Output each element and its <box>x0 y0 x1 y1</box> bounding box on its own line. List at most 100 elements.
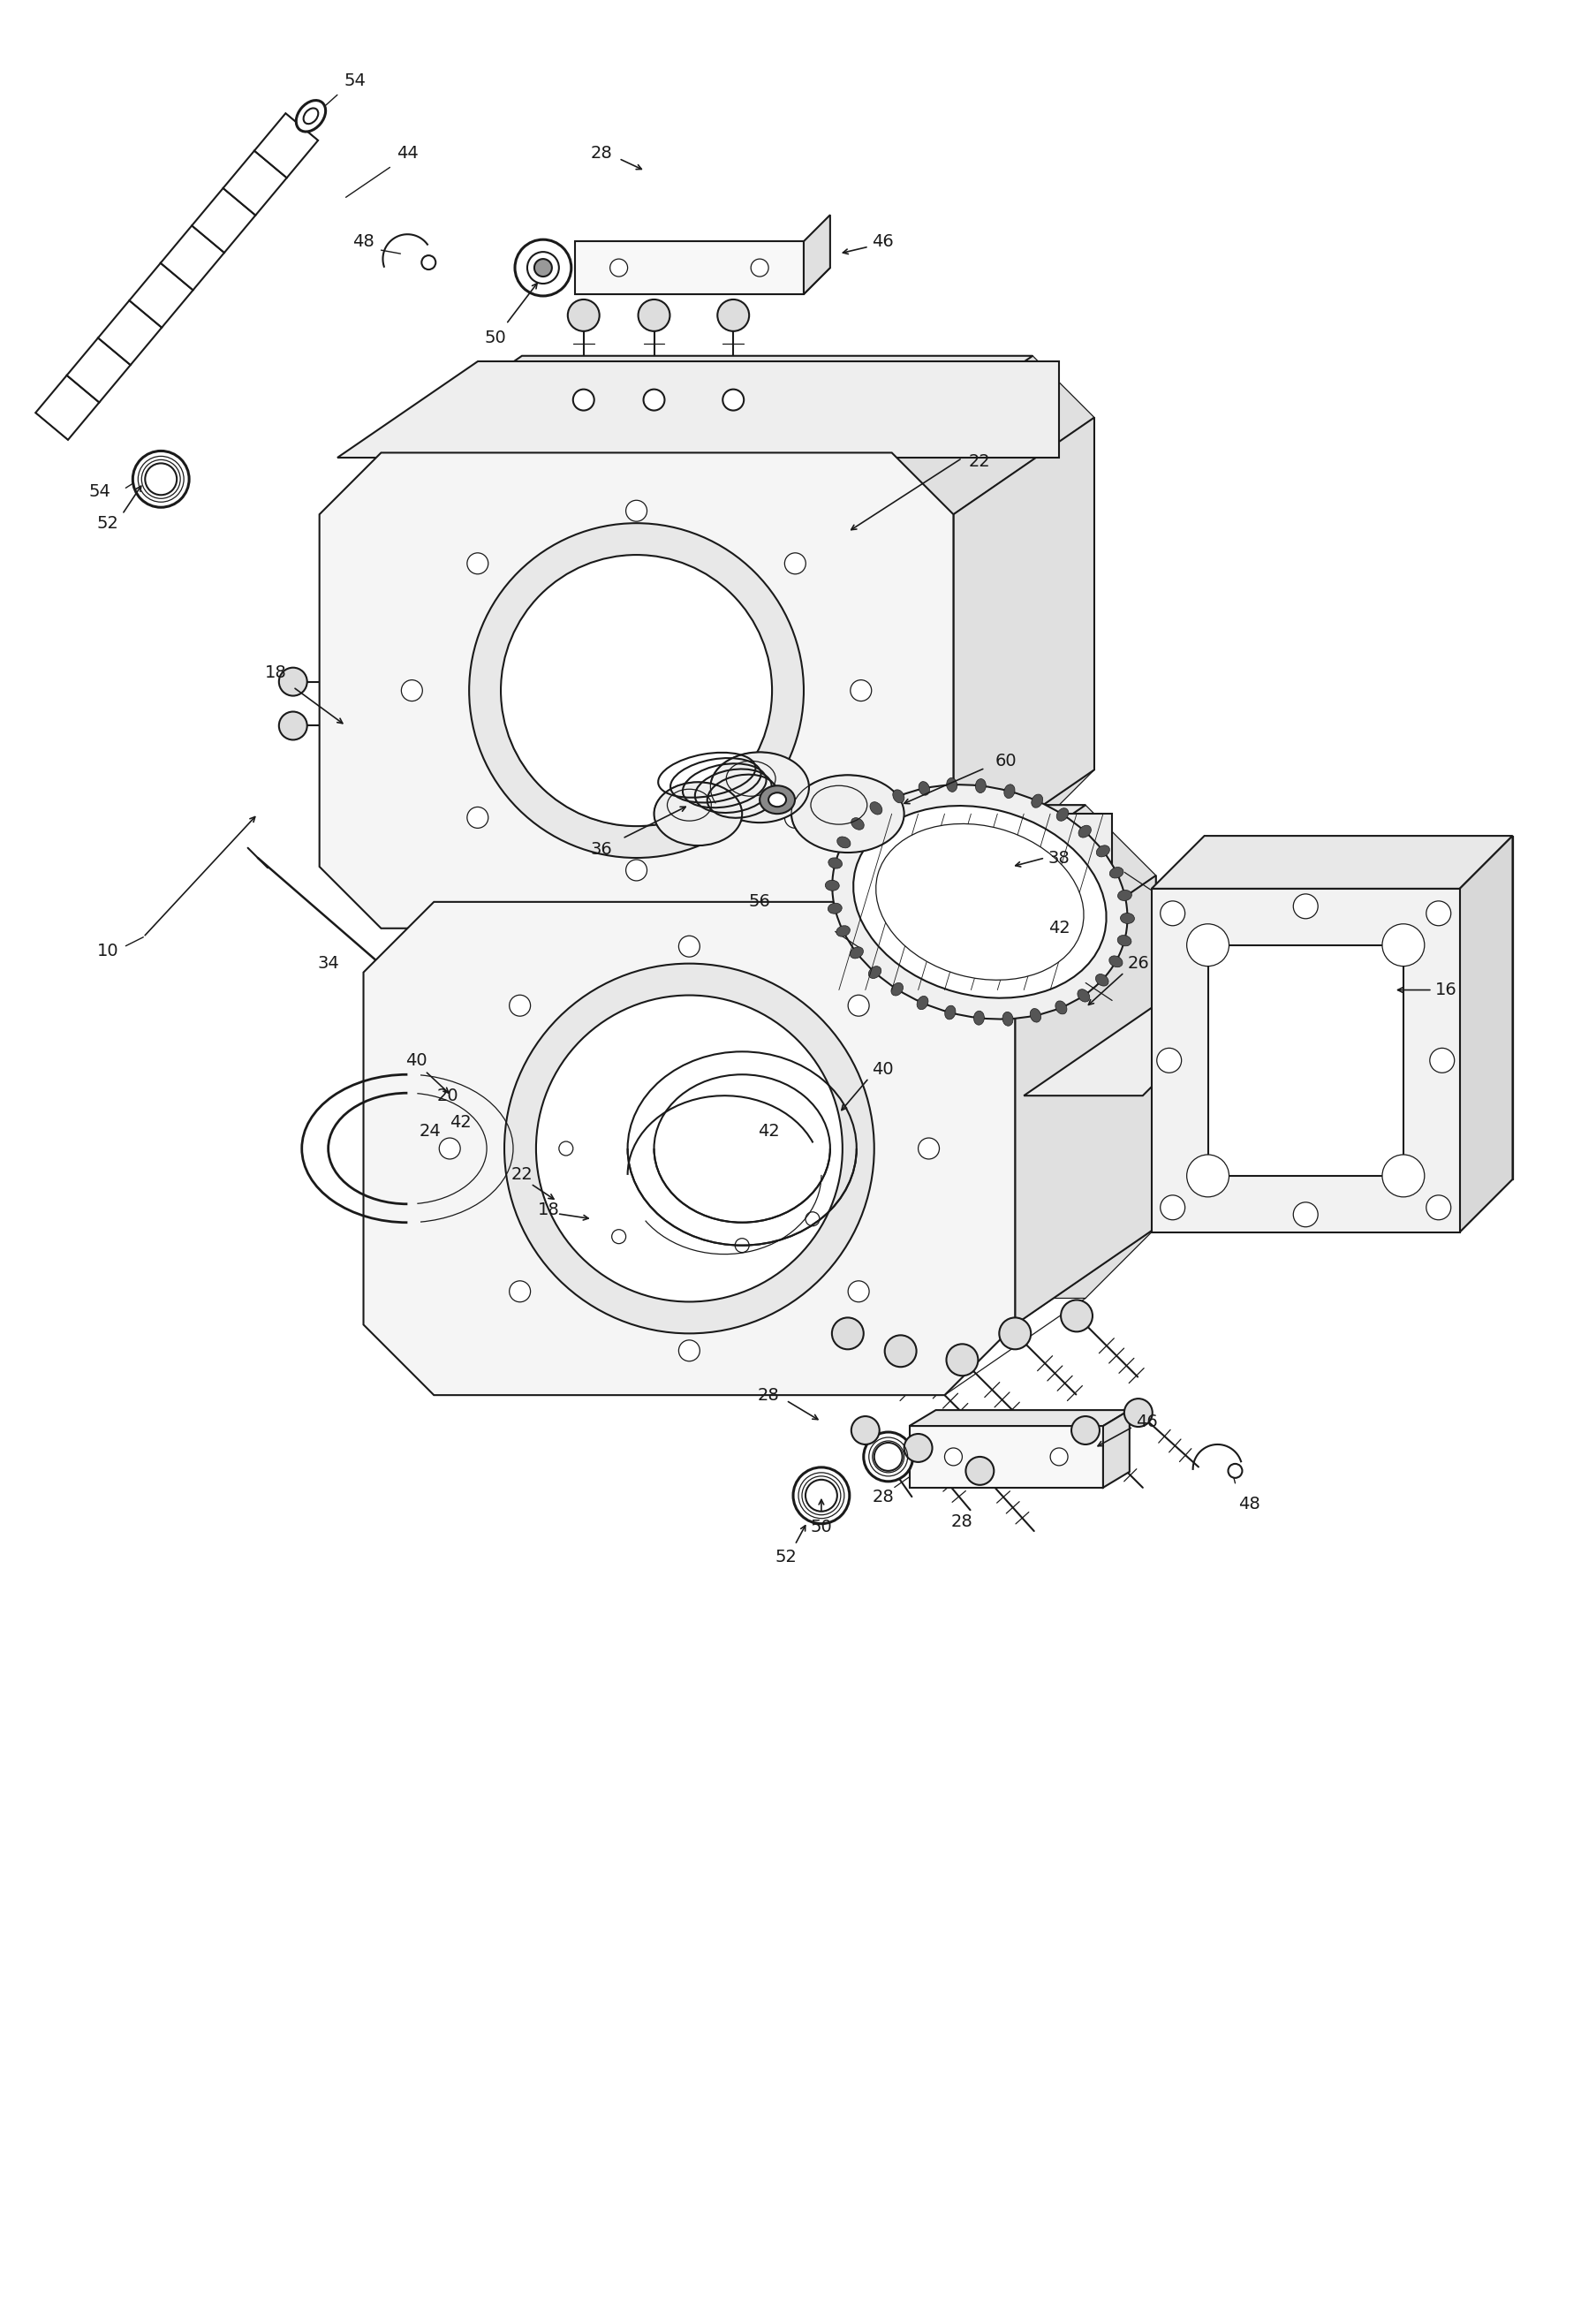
Ellipse shape <box>643 388 664 411</box>
Ellipse shape <box>1029 1008 1041 1022</box>
Ellipse shape <box>891 983 903 995</box>
Polygon shape <box>192 188 255 253</box>
Polygon shape <box>129 264 193 328</box>
Ellipse shape <box>439 1137 460 1160</box>
Ellipse shape <box>1382 923 1424 967</box>
Polygon shape <box>575 269 830 294</box>
Polygon shape <box>319 453 953 928</box>
Ellipse shape <box>836 836 851 848</box>
Ellipse shape <box>638 299 669 331</box>
Text: 28: 28 <box>951 1514 972 1530</box>
Ellipse shape <box>852 806 1106 997</box>
Text: 18: 18 <box>265 664 286 682</box>
Ellipse shape <box>804 1479 836 1511</box>
Ellipse shape <box>573 388 594 411</box>
Text: 48: 48 <box>353 232 373 250</box>
Ellipse shape <box>1004 783 1015 799</box>
Polygon shape <box>908 1410 1128 1426</box>
Text: 52: 52 <box>774 1548 796 1567</box>
Ellipse shape <box>999 1318 1031 1348</box>
Polygon shape <box>389 813 1111 910</box>
Ellipse shape <box>710 751 809 822</box>
Text: 46: 46 <box>871 232 894 250</box>
Ellipse shape <box>792 774 903 852</box>
Ellipse shape <box>851 818 863 829</box>
Polygon shape <box>254 113 318 177</box>
Ellipse shape <box>884 1335 916 1367</box>
Text: 28: 28 <box>757 1387 779 1403</box>
Ellipse shape <box>945 1447 962 1465</box>
Polygon shape <box>908 1426 1103 1488</box>
Ellipse shape <box>132 450 188 508</box>
Text: 54: 54 <box>343 74 365 90</box>
Text: 42: 42 <box>757 1123 779 1139</box>
Ellipse shape <box>825 880 839 891</box>
Text: 24: 24 <box>420 1123 440 1139</box>
Ellipse shape <box>946 1344 977 1376</box>
Ellipse shape <box>1293 1201 1317 1227</box>
Ellipse shape <box>870 802 881 815</box>
Ellipse shape <box>469 524 803 857</box>
Ellipse shape <box>793 1468 849 1523</box>
Text: 18: 18 <box>538 1201 559 1217</box>
Text: 22: 22 <box>511 1167 533 1183</box>
Text: 50: 50 <box>484 331 506 347</box>
Ellipse shape <box>974 1011 983 1024</box>
Ellipse shape <box>827 903 841 914</box>
Ellipse shape <box>966 1456 993 1484</box>
Ellipse shape <box>559 1142 573 1155</box>
Ellipse shape <box>851 1417 879 1445</box>
Ellipse shape <box>1109 868 1122 877</box>
Polygon shape <box>434 804 1085 903</box>
Ellipse shape <box>1382 1155 1424 1197</box>
Ellipse shape <box>626 859 646 880</box>
Text: 36: 36 <box>591 841 611 857</box>
Ellipse shape <box>1096 845 1109 857</box>
Ellipse shape <box>804 1213 819 1227</box>
Ellipse shape <box>784 806 806 829</box>
Ellipse shape <box>1077 990 1088 1001</box>
Polygon shape <box>223 152 287 216</box>
Polygon shape <box>504 804 1156 1298</box>
Polygon shape <box>1459 836 1511 1231</box>
Ellipse shape <box>734 1238 749 1252</box>
Ellipse shape <box>918 1137 938 1160</box>
Ellipse shape <box>1095 974 1108 985</box>
Ellipse shape <box>1077 825 1090 838</box>
Polygon shape <box>35 374 99 439</box>
Ellipse shape <box>1227 1463 1242 1477</box>
Text: 10: 10 <box>97 942 120 960</box>
Ellipse shape <box>832 786 1127 1020</box>
Polygon shape <box>575 241 803 294</box>
Ellipse shape <box>1109 956 1122 967</box>
Polygon shape <box>953 418 1093 866</box>
Text: 60: 60 <box>994 753 1017 769</box>
Polygon shape <box>1151 889 1459 1231</box>
Polygon shape <box>1151 836 1511 889</box>
Text: 42: 42 <box>1047 919 1069 937</box>
Ellipse shape <box>918 781 929 795</box>
Ellipse shape <box>1428 1047 1454 1073</box>
Ellipse shape <box>421 255 436 269</box>
Polygon shape <box>1023 999 1195 1096</box>
Ellipse shape <box>1057 809 1068 820</box>
Text: 54: 54 <box>88 482 110 501</box>
Ellipse shape <box>678 935 699 958</box>
Polygon shape <box>460 356 1093 832</box>
Ellipse shape <box>784 554 806 574</box>
Ellipse shape <box>568 299 598 331</box>
Ellipse shape <box>832 1318 863 1348</box>
Polygon shape <box>364 903 1015 1394</box>
Ellipse shape <box>1156 1047 1181 1073</box>
Polygon shape <box>67 338 131 402</box>
Ellipse shape <box>946 779 956 792</box>
Ellipse shape <box>851 680 871 701</box>
Text: 20: 20 <box>437 1086 458 1105</box>
Ellipse shape <box>717 299 749 331</box>
Ellipse shape <box>1031 795 1042 809</box>
Ellipse shape <box>626 501 646 521</box>
Ellipse shape <box>678 1339 699 1362</box>
Ellipse shape <box>527 253 559 283</box>
Ellipse shape <box>975 779 985 792</box>
Ellipse shape <box>504 962 873 1335</box>
